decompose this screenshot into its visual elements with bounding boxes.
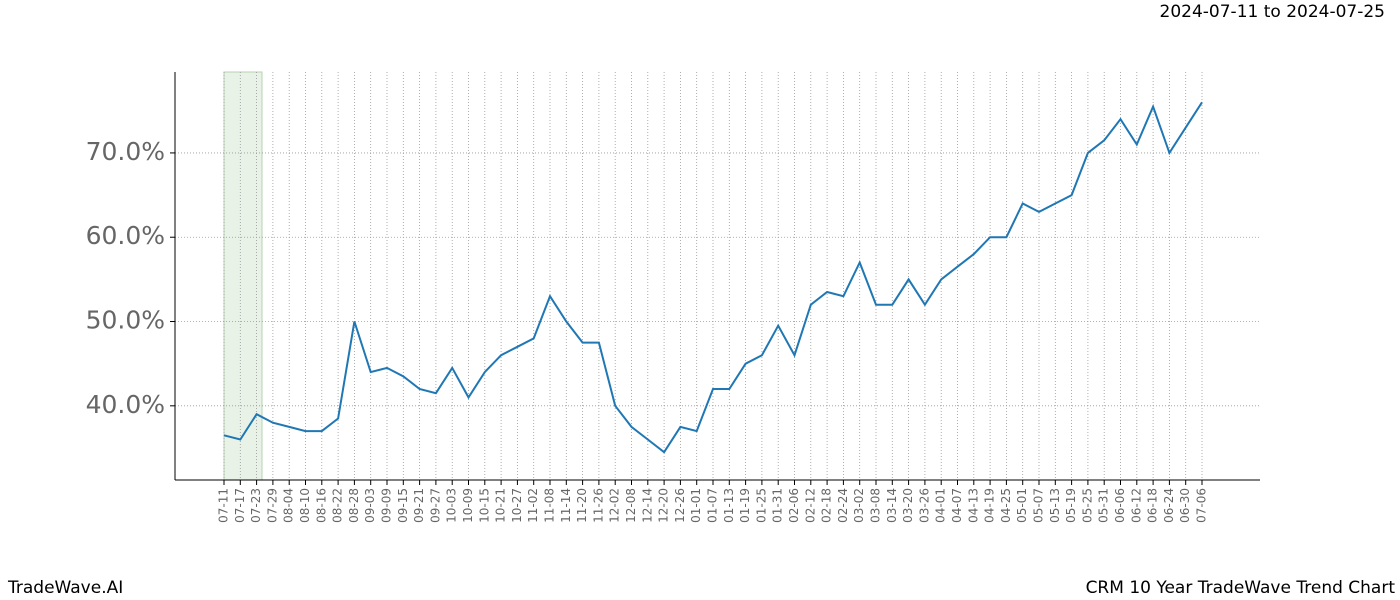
x-tick-label: 07-23	[249, 488, 263, 523]
x-tick-label: 03-14	[885, 488, 899, 523]
x-tick-label: 08-28	[347, 488, 361, 523]
source: TradeWave.AI	[7, 578, 123, 598]
x-tick-label: 03-26	[917, 488, 931, 523]
x-tick-label: 03-20	[901, 488, 915, 523]
x-tick-label: 11-20	[575, 488, 589, 523]
x-tick-label: 09-03	[363, 488, 377, 523]
x-tick-label: 10-27	[510, 488, 524, 523]
x-tick-label: 09-21	[412, 488, 426, 523]
x-tick-label: 07-17	[233, 488, 247, 523]
chart-subtitle: 2024-07-11 to 2024-07-25	[1160, 2, 1385, 22]
x-tick-label: 08-10	[298, 488, 312, 523]
x-tick-label: 01-25	[754, 488, 768, 523]
x-tick-label: 04-13	[966, 488, 980, 523]
x-tick-label: 02-12	[803, 488, 817, 523]
x-tick-label: 05-13	[1048, 488, 1062, 523]
x-tick-label: 03-08	[869, 488, 883, 523]
x-tick-label: 01-31	[771, 488, 785, 523]
x-tick-label: 05-01	[1015, 488, 1029, 523]
x-tick-label: 09-27	[428, 488, 442, 523]
x-tick-label: 06-30	[1178, 488, 1192, 523]
x-tick-label: 06-18	[1146, 488, 1160, 523]
x-tick-label: 08-22	[331, 488, 345, 523]
x-tick-label: 06-24	[1162, 488, 1176, 523]
x-tick-label: 11-14	[559, 488, 573, 523]
x-tick-label: 02-24	[836, 488, 850, 523]
x-tick-label: 05-19	[1064, 488, 1078, 523]
x-tick-label: 10-15	[477, 488, 491, 523]
x-tick-label: 01-01	[689, 488, 703, 523]
x-tick-label: 05-07	[1032, 488, 1046, 523]
x-tick-label: 10-21	[494, 488, 508, 523]
x-tick-label: 07-06	[1195, 488, 1209, 523]
y-tick-label: 60.0%	[86, 221, 165, 250]
y-tick-label: 70.0%	[86, 137, 165, 166]
x-tick-label: 01-13	[722, 488, 736, 523]
x-tick-label: 02-18	[820, 488, 834, 523]
x-tick-label: 10-03	[445, 488, 459, 523]
x-tick-label: 04-07	[950, 488, 964, 523]
x-tick-label: 05-31	[1097, 488, 1111, 523]
x-tick-label: 11-08	[543, 488, 557, 523]
x-tick-label: 03-02	[852, 488, 866, 523]
y-tick-label: 40.0%	[86, 390, 165, 419]
x-tick-label: 06-06	[1113, 488, 1127, 523]
x-tick-label: 09-15	[396, 488, 410, 523]
x-tick-label: 04-01	[934, 488, 948, 523]
x-tick-label: 05-25	[1080, 488, 1094, 523]
x-tick-label: 11-02	[526, 488, 540, 523]
x-tick-label: 09-09	[380, 488, 394, 523]
x-tick-label: 04-25	[999, 488, 1013, 523]
x-tick-label: 04-19	[983, 488, 997, 523]
x-tick-label: 08-04	[282, 488, 296, 523]
x-tick-label: 01-19	[738, 488, 752, 523]
y-tick-label: 50.0%	[86, 306, 165, 335]
x-tick-label: 12-14	[640, 488, 654, 523]
x-tick-label: 11-26	[591, 488, 605, 523]
highlight-band	[223, 71, 263, 481]
x-tick-label: 02-06	[787, 488, 801, 523]
x-tick-label: 12-20	[657, 488, 671, 523]
x-tick-label: 12-26	[673, 488, 687, 523]
x-tick-label: 08-16	[314, 488, 328, 523]
x-tick-label: 10-09	[461, 488, 475, 523]
x-tick-label: 07-29	[265, 488, 279, 523]
x-tick-label: 12-08	[624, 488, 638, 523]
x-tick-label: 01-07	[706, 488, 720, 523]
x-tick-label: 07-11	[217, 488, 231, 523]
line-series	[223, 101, 1203, 454]
x-tick-label: 12-02	[608, 488, 622, 523]
x-tick-label: 06-12	[1129, 488, 1143, 523]
chart-title: CRM 10 Year TradeWave Trend Chart	[1086, 578, 1396, 598]
